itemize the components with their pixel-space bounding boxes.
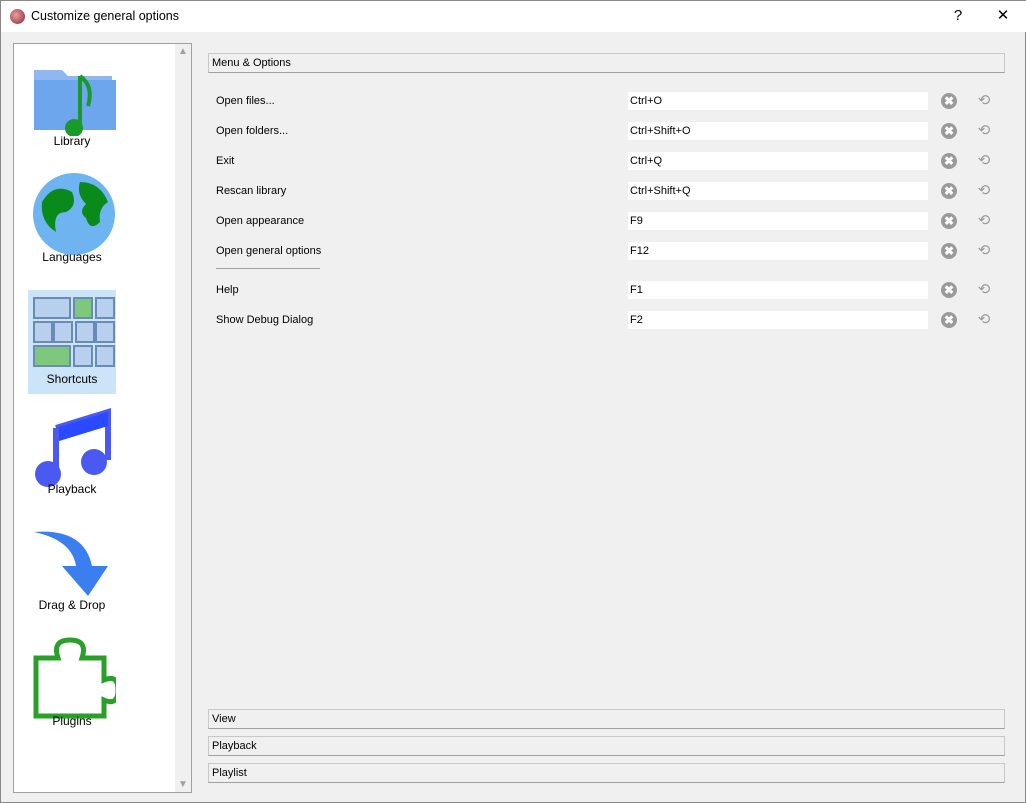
clear-icon[interactable]: ✖ — [941, 93, 957, 109]
keyboard-icon — [33, 297, 115, 367]
shortcut-input[interactable]: F9 — [628, 212, 928, 230]
shortcut-input[interactable]: F1 — [628, 281, 928, 299]
sidebar-label: Playback — [47, 482, 97, 496]
folder-music-icon — [34, 70, 116, 136]
sidebar-item-languages[interactable]: Languages — [28, 168, 116, 272]
reset-icon[interactable]: ⟲ — [977, 152, 991, 169]
shortcut-input[interactable]: Ctrl+O — [628, 92, 928, 110]
sidebar-label: Plugins — [52, 714, 92, 728]
shortcut-input[interactable]: Ctrl+Q — [628, 152, 928, 170]
sidebar-item-library[interactable]: Library — [28, 52, 116, 156]
shortcut-label: Exit — [216, 155, 235, 167]
shortcut-label: Rescan library — [216, 185, 287, 197]
sidebar-item-playback[interactable]: Playback — [28, 400, 116, 504]
sidebar-item-drag-drop[interactable]: Drag & Drop — [28, 516, 116, 620]
shortcut-input[interactable]: F2 — [628, 311, 928, 329]
puzzle-icon — [33, 637, 116, 719]
reset-icon[interactable]: ⟲ — [977, 122, 991, 139]
clear-icon[interactable]: ✖ — [941, 183, 957, 199]
sidebar-item-plugins[interactable]: Plugins — [28, 632, 116, 736]
reset-icon[interactable]: ⟲ — [977, 182, 991, 199]
clear-icon[interactable]: ✖ — [941, 123, 957, 139]
shortcut-label: Open folders... — [216, 125, 289, 137]
close-button[interactable]: ✕ — [996, 7, 1010, 24]
sidebar-label: Languages — [42, 250, 102, 264]
shortcut-input[interactable]: Ctrl+Shift+Q — [628, 182, 928, 200]
reset-icon[interactable]: ⟲ — [977, 92, 991, 109]
reset-icon[interactable]: ⟲ — [977, 212, 991, 229]
shortcut-input[interactable]: F12 — [628, 242, 928, 260]
sidebar-label: Library — [53, 134, 91, 148]
reset-icon[interactable]: ⟲ — [977, 281, 991, 298]
window-title: Customize general options — [31, 9, 179, 23]
clear-icon[interactable]: ✖ — [941, 213, 957, 229]
clear-icon[interactable]: ✖ — [941, 243, 957, 259]
arrow-down-icon — [34, 531, 108, 596]
separator — [216, 268, 320, 269]
music-note-icon — [35, 407, 111, 487]
help-button[interactable]: ? — [953, 7, 963, 24]
shortcut-label: Open files... — [216, 95, 275, 107]
category-list[interactable]: Library Languages Shortcuts Playback Dra… — [13, 43, 192, 793]
sidebar-item-shortcuts[interactable]: Shortcuts — [28, 290, 116, 394]
shortcut-label: Open appearance — [216, 215, 305, 227]
clear-icon[interactable]: ✖ — [941, 312, 957, 328]
section-playback[interactable]: Playback — [208, 736, 1005, 756]
app-icon — [10, 9, 25, 24]
clear-icon[interactable]: ✖ — [941, 282, 957, 298]
section-view[interactable]: View — [208, 709, 1005, 729]
sidebar-label: Shortcuts — [46, 372, 98, 386]
scrollbar[interactable]: ▲ ▼ — [175, 44, 191, 792]
shortcut-label: Show Debug Dialog — [216, 314, 314, 326]
shortcut-input[interactable]: Ctrl+Shift+O — [628, 122, 928, 140]
section-menu-options[interactable]: Menu & Options — [208, 53, 1005, 73]
title-bar: Customize general options ? ✕ — [1, 1, 1026, 32]
shortcut-label: Help — [216, 284, 239, 296]
clear-icon[interactable]: ✖ — [941, 153, 957, 169]
globe-icon — [33, 173, 115, 255]
section-playlist[interactable]: Playlist — [208, 763, 1005, 783]
reset-icon[interactable]: ⟲ — [977, 242, 991, 259]
sidebar-label: Drag & Drop — [38, 598, 106, 612]
reset-icon[interactable]: ⟲ — [977, 311, 991, 328]
shortcut-label: Open general options — [216, 245, 322, 257]
